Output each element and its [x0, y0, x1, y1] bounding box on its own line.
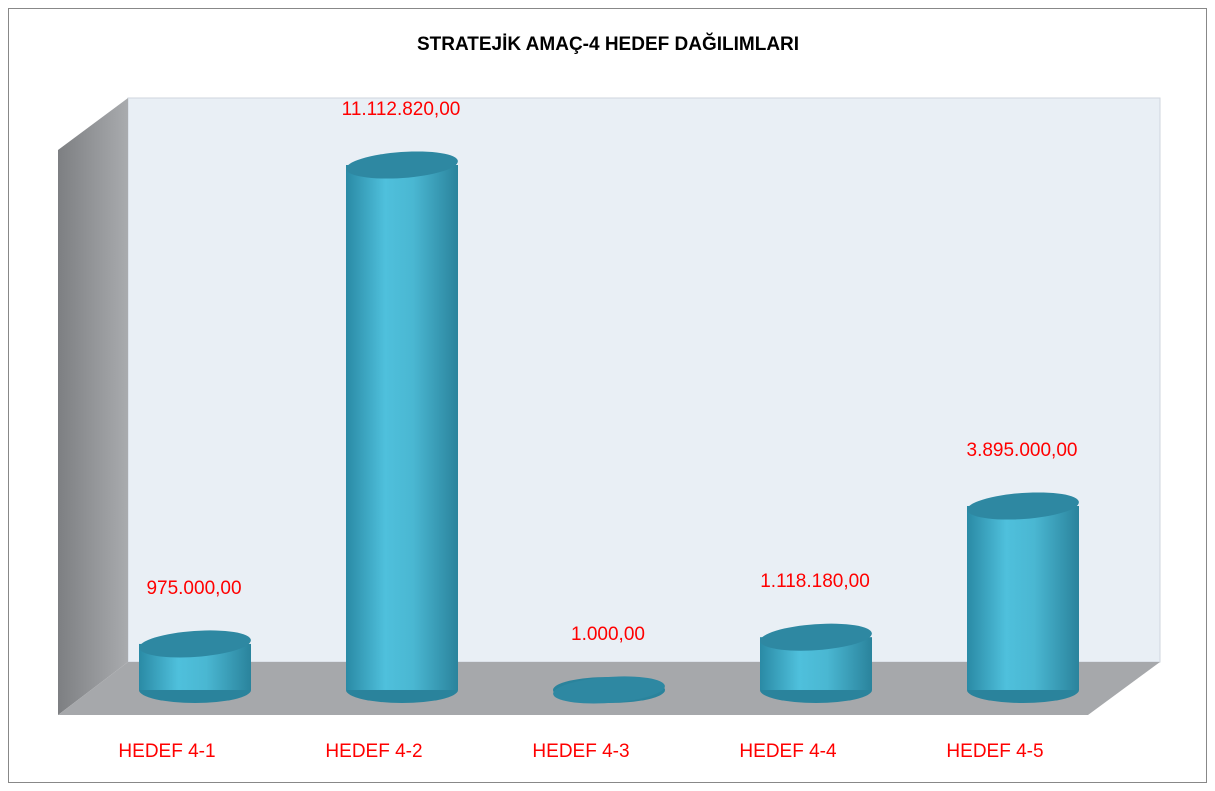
bar-top [760, 623, 872, 651]
bar [967, 505, 1079, 690]
side-wall [58, 98, 128, 715]
x-tick-label: HEDEF 4-5 [946, 741, 1043, 762]
data-label: 11.112.820,00 [342, 99, 461, 120]
data-label: 3.895.000,00 [967, 440, 1078, 461]
bar-top [553, 676, 665, 704]
bar-top [139, 630, 251, 658]
data-label: 1.000,00 [571, 624, 645, 645]
chart-title: STRATEJİK AMAÇ-4 HEDEF DAĞILIMLARI [417, 33, 799, 55]
x-tick-label: HEDEF 4-4 [739, 741, 837, 762]
data-label: 975.000,00 [146, 578, 241, 599]
x-tick-label: HEDEF 4-3 [532, 741, 629, 762]
x-tick-label: HEDEF 4-2 [325, 741, 422, 762]
bar [346, 165, 458, 690]
bar-top [967, 492, 1079, 520]
x-tick-label: HEDEF 4-1 [118, 741, 215, 762]
data-label: 1.118.180,00 [760, 571, 870, 592]
bar-top [346, 151, 458, 179]
